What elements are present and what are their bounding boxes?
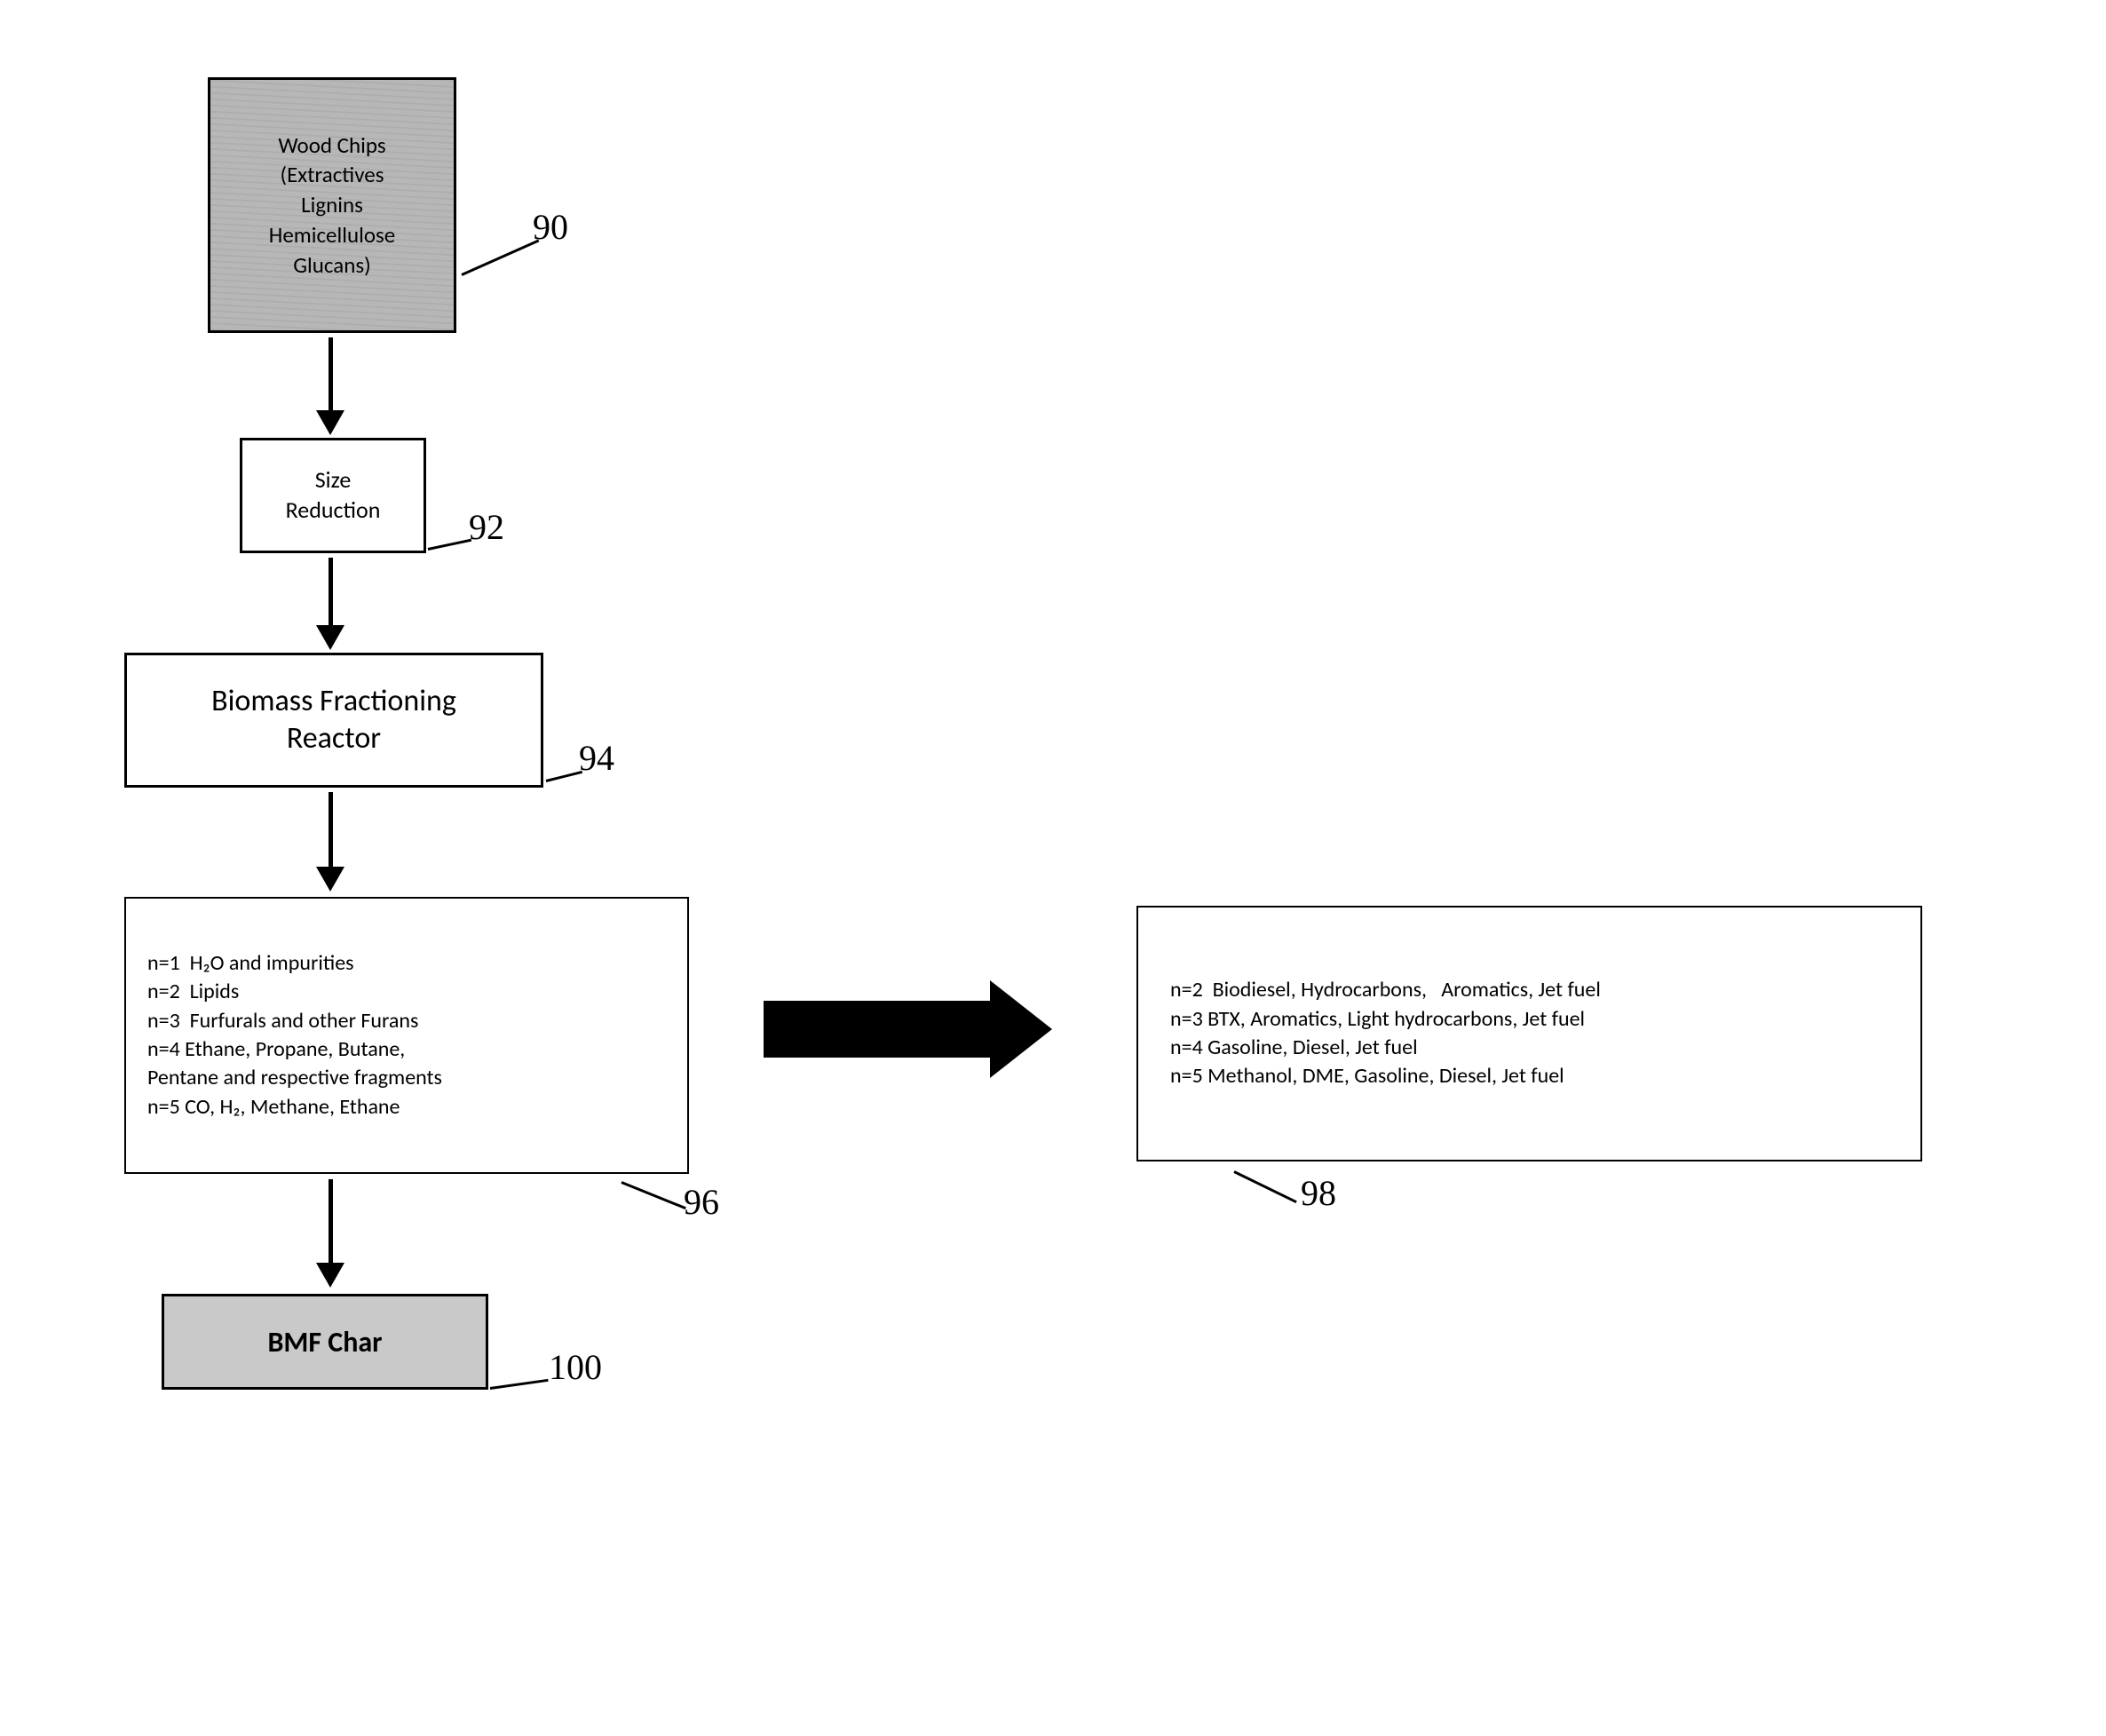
ref-leader-90 [461, 239, 539, 275]
prod-line4: n=5 Methanol, DME, Gasoline, Diesel, Jet… [1170, 1062, 1888, 1090]
ref-leader-96 [621, 1181, 685, 1209]
prod-line3: n=4 Gasoline, Diesel, Jet fuel [1170, 1034, 1888, 1062]
ref-label-92: 92 [469, 506, 504, 548]
arrow-1-stem [329, 337, 333, 414]
arrow-1-head [316, 410, 344, 435]
size-red-line1: Size [315, 465, 352, 495]
interm-line1: n=1 H₂O and impurities [147, 949, 666, 978]
node-size-reduction: Size Reduction [240, 438, 426, 553]
node-reactor: Biomass Fractioning Reactor [124, 653, 543, 788]
interm-line4: n=4 Ethane, Propane, Butane, [147, 1035, 666, 1064]
interm-line3: n=3 Furfurals and other Furans [147, 1007, 666, 1035]
ref-label-96: 96 [684, 1181, 719, 1223]
block-arrow-head [990, 980, 1052, 1078]
ref-leader-92 [428, 539, 472, 551]
arrow-2-head [316, 625, 344, 650]
ref-leader-100 [490, 1379, 549, 1390]
reactor-line2: Reactor [287, 720, 381, 758]
reactor-line1: Biomass Fractioning [211, 683, 456, 721]
wood-chips-line1: Wood Chips [278, 131, 385, 161]
arrow-3-head [316, 867, 344, 892]
node-intermediates: n=1 H₂O and impurities n=2 Lipids n=3 Fu… [124, 897, 689, 1174]
node-wood-chips: Wood Chips (Extractives Lignins Hemicell… [208, 77, 456, 333]
wood-chips-line3: Lignins [301, 190, 363, 220]
bmf-char-label: BMF Char [267, 1325, 382, 1359]
prod-line2: n=3 BTX, Aromatics, Light hydrocarbons, … [1170, 1005, 1888, 1034]
ref-label-98: 98 [1301, 1172, 1336, 1214]
ref-label-94: 94 [579, 737, 614, 779]
ref-leader-94 [546, 771, 582, 782]
arrow-4-head [316, 1263, 344, 1288]
interm-line2: n=2 Lipids [147, 978, 666, 1006]
node-bmf-char: BMF Char [162, 1294, 488, 1390]
ref-label-100: 100 [549, 1346, 602, 1388]
ref-leader-98 [1233, 1170, 1296, 1203]
wood-chips-line5: Glucans) [293, 250, 370, 281]
wood-chips-line4: Hemicellulose [269, 220, 395, 250]
interm-line6: n=5 CO, H₂, Methane, Ethane [147, 1093, 666, 1122]
prod-line1: n=2 Biodiesel, Hydrocarbons, Aromatics, … [1170, 976, 1888, 1004]
block-arrow-body [764, 1001, 990, 1058]
interm-line5: Pentane and respective fragments [147, 1064, 666, 1092]
ref-label-90: 90 [533, 206, 568, 248]
arrow-4-stem [329, 1179, 333, 1266]
size-red-line2: Reduction [286, 495, 381, 526]
arrow-2-stem [329, 558, 333, 629]
arrow-3-stem [329, 792, 333, 870]
wood-chips-line2: (Extractives [280, 160, 384, 190]
node-products: n=2 Biodiesel, Hydrocarbons, Aromatics, … [1136, 906, 1922, 1161]
